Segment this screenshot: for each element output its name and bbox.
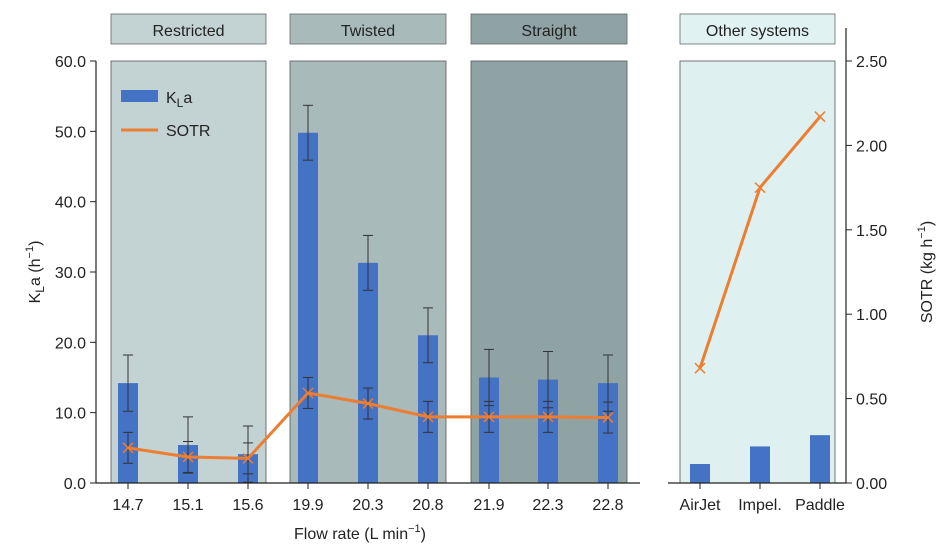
y-left-tick-label-60.0: 60.0	[55, 54, 86, 71]
y-left-tick-label-40.0: 40.0	[55, 195, 86, 212]
panel-header-bg-0	[110, 13, 267, 45]
x-tick-label-14.7: 14.7	[112, 497, 143, 514]
x-tick-label-15.6: 15.6	[232, 497, 263, 514]
x-tick-label-19.9: 19.9	[292, 497, 323, 514]
sotr-lines	[122, 111, 826, 464]
sotr-marker-20.8	[422, 411, 434, 423]
bar-other-Paddle	[810, 435, 830, 483]
panel-label-1: Twisted	[341, 23, 395, 40]
y-right-tick-label-2.00: 2.00	[856, 138, 887, 155]
x-tick-label-20.8: 20.8	[412, 497, 443, 514]
sotr-marker-20.3	[362, 397, 374, 410]
y-right-tick-label-2.50: 2.50	[856, 54, 887, 71]
panel-label-0: Restricted	[152, 23, 224, 40]
y-right-tick-label-0.50: 0.50	[856, 392, 887, 409]
panel-backgrounds	[110, 60, 836, 484]
y-left-tick-label-10.0: 10.0	[55, 406, 86, 423]
axes: 0.0 10.0 20.0 30.0 40.0 50.0 60.0 0.00 0.50 1.00 1…	[55, 28, 887, 514]
y-left-tick-label-30.0: 30.0	[55, 265, 86, 282]
bar-kla-19.9	[298, 132, 318, 484]
panel-header-bg-2	[470, 13, 628, 45]
sotr-marker-22.3	[542, 411, 554, 423]
x-axis-title: Flow rate (L min−1)	[294, 523, 426, 543]
sotr-marker-15.1	[182, 451, 194, 463]
x-tick-label-Impel.: Impel.	[738, 497, 782, 514]
bar-other-Impel.	[750, 446, 770, 483]
y-right-tick-label-1.00: 1.00	[856, 307, 887, 324]
panel-header-bg-other	[679, 13, 836, 45]
bar-kla-20.3	[358, 262, 378, 483]
panel-label-other: Other systems	[706, 23, 809, 40]
panel-headers: Restricted Twisted Straight Other systems	[110, 13, 836, 45]
y-axis-left-title: KLa (h−1)	[24, 241, 47, 304]
x-tick-label-22.3: 22.3	[532, 497, 563, 514]
legend-sotr-label: SOTR	[166, 123, 210, 140]
y-right-tick-label-1.50: 1.50	[856, 223, 887, 240]
x-tick-label-20.3: 20.3	[352, 497, 383, 514]
panel-label-2: Straight	[521, 23, 577, 40]
y-right-tick-label-0.00: 0.00	[856, 476, 887, 493]
x-tick-label-22.8: 22.8	[592, 497, 623, 514]
sotr-marker-AirJet	[694, 362, 706, 374]
y-axis-right-title: SOTR (kg h−1)	[916, 221, 936, 323]
sotr-marker-19.9	[302, 387, 314, 399]
y-left-tick-label-20.0: 20.0	[55, 335, 86, 352]
bar-other-AirJet	[690, 464, 710, 483]
sotr-marker-Impel.	[754, 182, 766, 194]
x-tick-label-AirJet: AirJet	[680, 497, 721, 514]
x-tick-label-Paddle: Paddle	[795, 497, 845, 514]
sotr-marker-15.6	[242, 452, 254, 464]
legend: KLa SOTR	[121, 90, 210, 140]
sotr-marker-22.8	[602, 412, 614, 424]
x-tick-label-15.1: 15.1	[172, 497, 203, 514]
panel-header-bg-1	[289, 13, 447, 45]
y-left-tick-label-50.0: 50.0	[55, 124, 86, 141]
legend-kla-swatch	[121, 90, 158, 102]
x-tick-label-21.9: 21.9	[473, 497, 504, 514]
y-left-tick-label-0.0: 0.0	[64, 476, 86, 493]
sotr-marker-14.7	[122, 442, 134, 454]
sotr-marker-21.9	[483, 411, 495, 423]
legend-kla-label: KLa	[166, 90, 192, 110]
sotr-marker-Paddle	[814, 111, 826, 123]
